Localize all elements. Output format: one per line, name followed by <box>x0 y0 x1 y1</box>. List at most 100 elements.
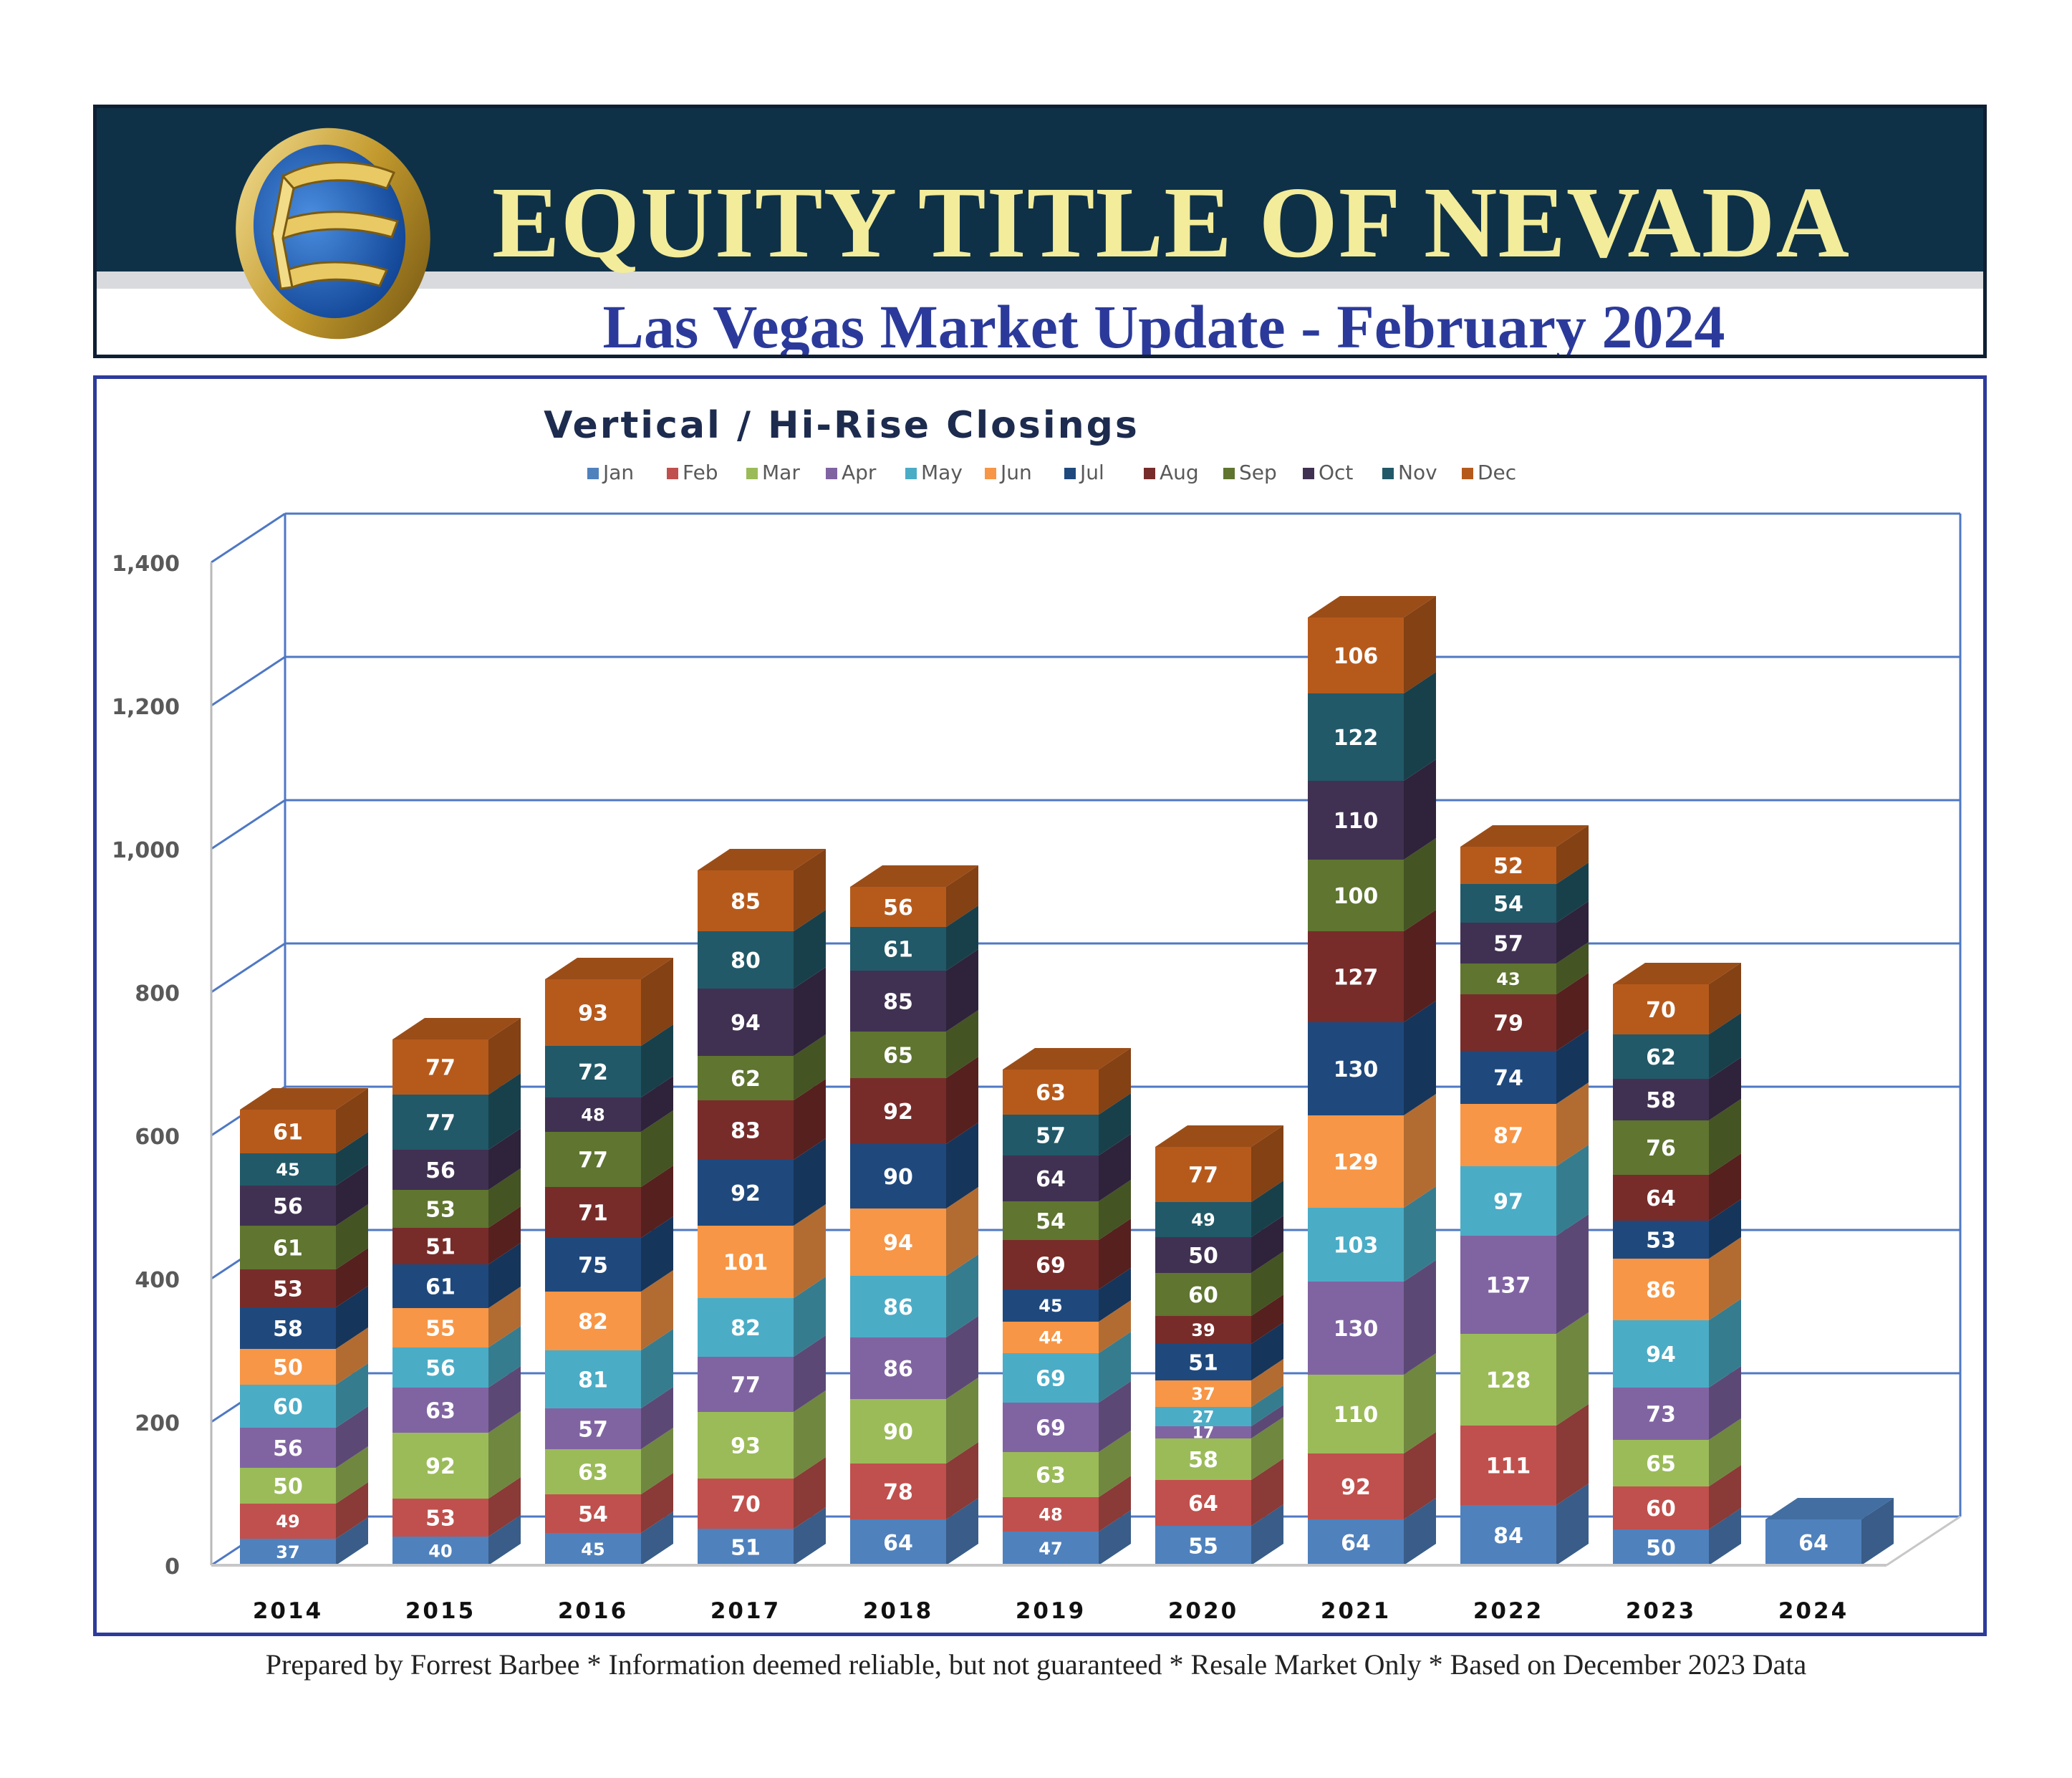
bar-segment-side <box>1556 1029 1589 1104</box>
data-label: 62 <box>731 1067 761 1092</box>
bar-segment <box>1003 1201 1099 1240</box>
bar-top <box>1613 963 1741 984</box>
bar-segment <box>1460 1505 1556 1565</box>
data-label: 94 <box>1646 1342 1676 1368</box>
bar-2022: 84 111 128 137 97 87 74 79 43 57 54 52 <box>1460 825 1589 1565</box>
data-label: 56 <box>425 1158 456 1183</box>
data-label: 60 <box>1188 1283 1218 1308</box>
bar-segment-side <box>794 1277 826 1357</box>
bar-segment-side <box>794 1079 826 1160</box>
bar-segment <box>1613 1529 1709 1565</box>
bar-segment-side <box>794 849 826 931</box>
data-label: 57 <box>578 1417 608 1442</box>
bar-segment <box>1460 1166 1556 1236</box>
data-label: 71 <box>578 1201 608 1226</box>
bar-segment <box>240 1110 336 1153</box>
bar-segment-side <box>1099 1180 1131 1240</box>
data-label: 53 <box>425 1506 456 1531</box>
data-label: 58 <box>1646 1088 1676 1113</box>
bar-segment-side <box>641 1387 673 1449</box>
bar-segment-side <box>641 958 673 1046</box>
floor-edge <box>1886 1515 1961 1567</box>
data-label: 122 <box>1334 726 1379 751</box>
legend-swatch <box>587 468 599 479</box>
data-label: 106 <box>1334 644 1379 669</box>
y-tick-label: 1,000 <box>112 838 180 863</box>
bar-segment <box>1155 1202 1251 1237</box>
bar-segment-side <box>336 1248 368 1307</box>
legend-label: Aug <box>1160 461 1199 484</box>
bar-segment-side <box>1099 1510 1131 1565</box>
gridline-side <box>211 942 286 994</box>
gridline-side <box>211 655 286 707</box>
bar-segment-side <box>946 905 978 971</box>
bar-segment <box>1613 1259 1709 1320</box>
legend-label: Nov <box>1398 461 1437 484</box>
bar-top <box>545 958 673 979</box>
legend-swatch <box>1303 468 1314 479</box>
data-label: 65 <box>1646 1451 1676 1476</box>
report-title: Las Vegas Market Update - February 2024 <box>602 292 1725 358</box>
bar-segment-side <box>1404 1353 1436 1453</box>
bar-segment-side <box>1251 1405 1283 1438</box>
data-label: 51 <box>425 1234 456 1259</box>
bar-segment <box>850 887 946 927</box>
bar-segment <box>698 1479 794 1529</box>
data-label: 45 <box>581 1539 604 1560</box>
bar-segment <box>545 1132 641 1187</box>
data-label: 82 <box>731 1316 761 1341</box>
bar-segment <box>545 1494 641 1533</box>
data-label: 44 <box>1039 1328 1062 1348</box>
bar-segment <box>1308 1022 1404 1115</box>
bar-2024: 64 <box>1765 1498 1894 1565</box>
data-label: 64 <box>1036 1167 1066 1192</box>
bar-segment-side <box>1709 1099 1741 1175</box>
legend-label: Oct <box>1319 461 1353 484</box>
chart-axes: 0 200 400 600 800 1,000 1,200 1,400 2014 2015 2016… <box>112 552 1961 1624</box>
legend-swatch <box>746 468 758 479</box>
bar-segment <box>240 1226 336 1269</box>
bar-segment-side <box>1556 1312 1589 1426</box>
data-label: 56 <box>273 1194 303 1219</box>
bar-segment-side <box>488 1477 521 1537</box>
company-name: EQUITY TITLE OF NEVADA <box>491 165 1851 279</box>
data-label: 110 <box>1334 1403 1379 1428</box>
bar-segment-side <box>946 1187 978 1276</box>
bar-2014: 37 49 50 56 60 50 58 53 61 56 45 61 <box>240 1088 368 1565</box>
bar-segment <box>1308 860 1404 931</box>
bar-segment-side <box>1251 1504 1283 1565</box>
data-label: 53 <box>425 1197 456 1222</box>
bar-segment <box>1613 1120 1709 1175</box>
bar-segment-side <box>1251 1385 1283 1426</box>
bar-segment-side <box>946 1254 978 1337</box>
bar-segment <box>1003 1240 1099 1289</box>
bar-segment <box>545 1097 641 1132</box>
legend-swatch <box>1144 468 1155 479</box>
data-label: 17 <box>1192 1424 1215 1442</box>
bar-2021: 64 92 110 130 103 129 130 127 100 110 122 106 <box>1308 596 1436 1565</box>
bar-segment <box>1155 1526 1251 1565</box>
bar-segment <box>240 1269 336 1307</box>
data-label: 50 <box>1646 1536 1676 1561</box>
data-label: 78 <box>883 1480 913 1505</box>
bar-segment-side <box>641 1024 673 1097</box>
bar-segment <box>1003 1322 1099 1353</box>
data-label: 86 <box>1646 1278 1676 1303</box>
bar-segment <box>392 1537 488 1565</box>
bar-segment-side <box>641 1110 673 1187</box>
data-label: 63 <box>578 1460 608 1485</box>
bar-segment <box>392 1039 488 1095</box>
bar-segment <box>1308 1375 1404 1453</box>
bar-segment <box>1308 781 1404 860</box>
bar-segment <box>1308 1208 1404 1282</box>
data-label: 49 <box>276 1512 299 1532</box>
bar-segment-side <box>794 1204 826 1298</box>
bar-segment-side <box>488 1287 521 1347</box>
bar-2019: 47 48 63 69 69 44 45 69 54 64 57 63 <box>1003 1048 1131 1565</box>
bar-top <box>1155 1125 1283 1147</box>
bar-segment <box>392 1388 488 1433</box>
bar-segment <box>698 1226 794 1298</box>
bar-segment <box>240 1307 336 1349</box>
data-label: 77 <box>425 1110 456 1135</box>
data-label: 61 <box>273 1120 303 1145</box>
